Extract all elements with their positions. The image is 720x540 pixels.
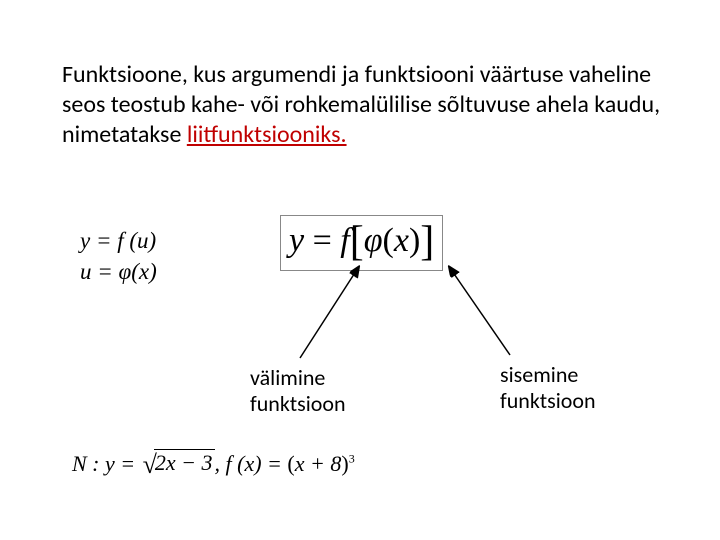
label-right-line2: funktsioon [500, 388, 596, 414]
label-inner-function: sisemine funktsioon [500, 362, 596, 415]
label-outer-function: välimine funktsioon [250, 365, 346, 418]
fb-rparen: ) [341, 451, 348, 476]
fb-mid: , f (x) = [215, 451, 288, 476]
sqrt-wrap: √2x − 3 [141, 450, 215, 480]
fb-prefix: N : y = [72, 451, 141, 476]
fb-inner: x + 8 [295, 451, 342, 476]
arrow-right-line [450, 268, 510, 355]
arrow-left-line [300, 268, 358, 358]
formula-bottom: N : y = √2x − 3, f (x) = (x + 8)3 [72, 450, 355, 480]
label-right-line1: sisemine [500, 362, 596, 388]
sqrt-radicand: 2x − 3 [154, 449, 215, 476]
label-left-line1: välimine [250, 365, 346, 391]
fb-exp: 3 [349, 452, 355, 466]
fb-lparen: ( [287, 451, 294, 476]
label-left-line2: funktsioon [250, 391, 346, 417]
